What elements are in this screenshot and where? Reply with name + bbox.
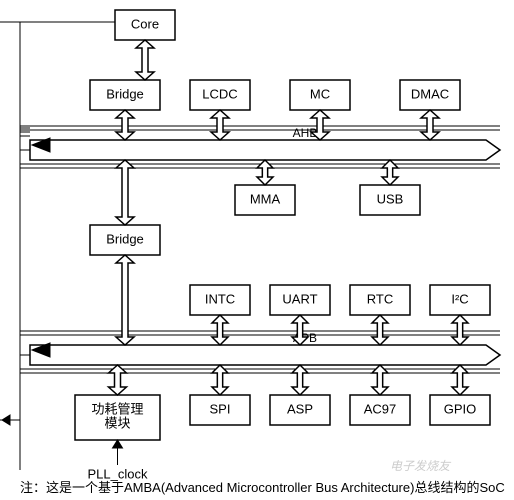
uart-label: UART [282, 291, 317, 306]
i2c-label: I²C [451, 291, 468, 306]
bridge1-label: Bridge [106, 86, 144, 101]
rtc-label: RTC [367, 291, 393, 306]
mma-label: MMA [250, 191, 281, 206]
intc-label: INTC [205, 291, 235, 306]
gpio-label: GPIO [444, 401, 477, 416]
bridge2-label: Bridge [106, 231, 144, 246]
core-label: Core [131, 16, 159, 31]
mc-label: MC [310, 86, 330, 101]
usb-label: USB [377, 191, 404, 206]
lcdc-label: LCDC [202, 86, 237, 101]
soc-block-diagram: AHBAPBCoreBridgeLCDCMCDMACMMAUSBBridgeIN… [0, 0, 514, 500]
footnote-text: 注：这是一个基于AMBA(Advanced Microcontroller Bu… [20, 480, 505, 495]
spi-label: SPI [210, 401, 231, 416]
ac97-label: AC97 [364, 401, 397, 416]
dmac-label: DMAC [411, 86, 449, 101]
asp-label: ASP [287, 401, 313, 416]
watermark-text: 电子发烧友 [390, 459, 452, 473]
